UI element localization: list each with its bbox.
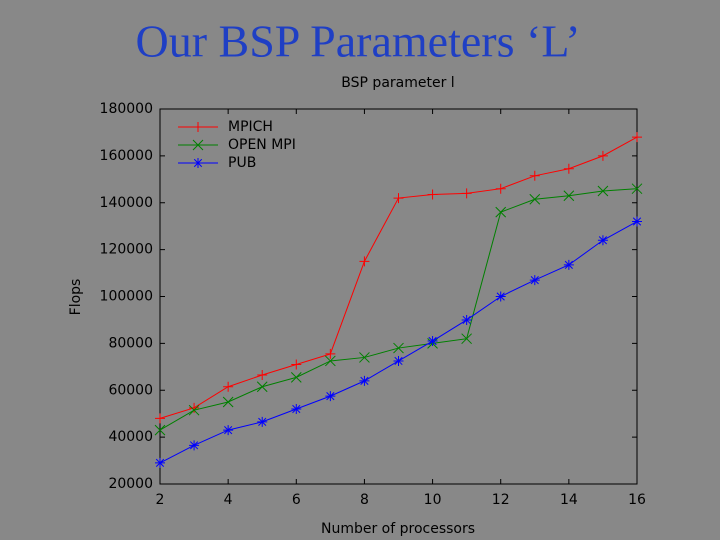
data-point [393, 342, 404, 354]
data-point [563, 259, 574, 270]
data-point [188, 404, 200, 416]
data-point [495, 183, 506, 194]
y-tick-label: 60000 [108, 382, 153, 398]
data-point [461, 314, 472, 325]
data-point [563, 163, 574, 174]
data-point [632, 216, 642, 227]
legend-label: PUB [228, 155, 256, 171]
y-axis-label: Flops [68, 279, 84, 316]
legend-label: OPEN MPI [228, 137, 296, 153]
x-tick-label: 6 [292, 492, 301, 508]
data-point [529, 193, 541, 205]
legend-marker [192, 139, 204, 151]
y-tick-label: 80000 [108, 335, 153, 351]
data-point [427, 189, 438, 200]
data-point [529, 170, 540, 181]
x-tick-label: 10 [424, 492, 442, 508]
chart-title: BSP parameter l [341, 75, 454, 91]
data-point [495, 291, 506, 302]
data-point [223, 425, 234, 436]
y-tick-label: 180000 [100, 101, 153, 117]
data-point [290, 372, 302, 383]
y-tick-label: 40000 [108, 429, 153, 445]
data-point [597, 235, 608, 246]
x-tick-label: 8 [360, 492, 369, 508]
data-point [222, 396, 234, 408]
data-point [359, 256, 370, 267]
data-point [427, 336, 438, 347]
y-tick-label: 120000 [100, 242, 153, 258]
data-point [325, 355, 336, 367]
x-tick-label: 14 [560, 492, 578, 508]
legend-marker [193, 122, 203, 132]
y-tick-label: 160000 [100, 148, 153, 164]
data-point [189, 440, 200, 451]
data-point [291, 404, 302, 414]
data-point [325, 348, 336, 359]
data-point [325, 391, 336, 402]
data-point [359, 352, 370, 363]
legend-marker [193, 158, 203, 168]
data-point [495, 206, 507, 218]
y-tick-label: 100000 [100, 289, 153, 305]
data-point [155, 457, 165, 468]
data-point [597, 150, 608, 161]
data-point [256, 381, 268, 393]
data-point [461, 188, 472, 199]
data-point [155, 413, 165, 424]
data-point [154, 424, 166, 436]
x-tick-label: 12 [492, 492, 510, 508]
data-point [223, 381, 234, 392]
data-point [189, 402, 200, 413]
data-point [393, 193, 404, 204]
data-point [631, 183, 643, 195]
data-point [257, 416, 268, 427]
y-tick-label: 20000 [108, 476, 153, 492]
data-point [393, 355, 404, 366]
x-tick-label: 16 [628, 492, 646, 508]
x-axis-label: Number of processors [321, 521, 475, 537]
data-point [632, 132, 642, 143]
y-tick-label: 140000 [100, 195, 153, 211]
data-point [563, 190, 575, 202]
data-point [597, 185, 609, 197]
slide-title: Our BSP Parameters ‘L’ [135, 16, 580, 67]
data-point [291, 359, 302, 370]
data-point [257, 370, 268, 381]
x-tick-label: 2 [156, 492, 165, 508]
data-point [461, 333, 472, 345]
x-tick-label: 4 [224, 492, 233, 508]
data-point [529, 275, 540, 286]
legend-label: MPICH [228, 119, 273, 135]
data-point [359, 375, 370, 386]
